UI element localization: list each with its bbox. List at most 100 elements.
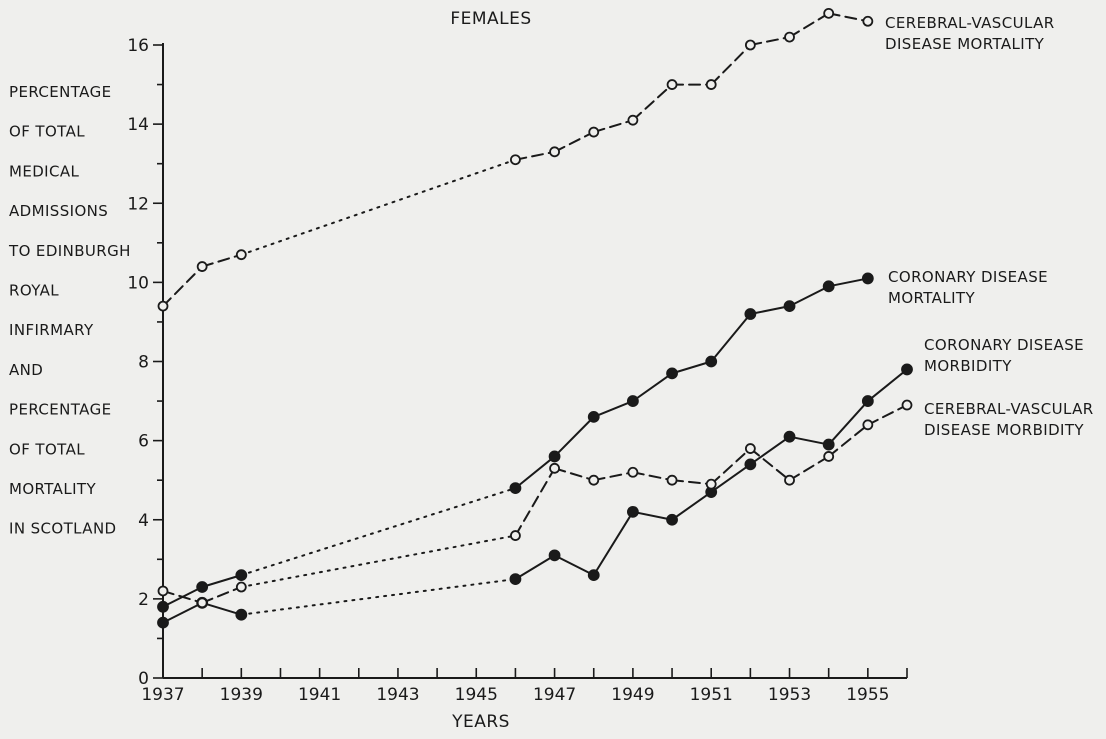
- series-line-segment: [514, 150, 556, 161]
- series-line-segment: [631, 471, 674, 482]
- data-point-open: [784, 31, 795, 43]
- series-line-segment: [827, 423, 869, 458]
- series-line-segment: [749, 36, 791, 46]
- series-line-segment: [788, 285, 830, 308]
- series-line-segment: [592, 471, 634, 482]
- series-line-segment: [514, 455, 556, 490]
- data-point-filled: [509, 482, 522, 495]
- y-tick-label: 14: [127, 115, 149, 135]
- data-point-open: [627, 114, 639, 126]
- series-line-segment: [749, 305, 791, 316]
- series-label: CEREBRAL-VASCULAR: [885, 14, 1055, 32]
- data-point-open: [705, 79, 717, 90]
- data-point-filled: [783, 300, 796, 313]
- series-line-segment: [631, 510, 674, 521]
- series-label: CORONARY DISEASE: [924, 336, 1084, 354]
- series-line-segment: [514, 554, 556, 581]
- y-tick-label: 8: [138, 353, 149, 373]
- y-tick-label: 0: [138, 669, 149, 689]
- series-line-segment: [240, 534, 517, 589]
- series-line-segment: [201, 601, 243, 616]
- data-point-filled: [548, 450, 561, 463]
- series-line-segment: [201, 574, 243, 589]
- series-layer: [157, 7, 913, 629]
- y-axis-label: PERCENTAGE OF TOTAL MEDICAL ADMISSIONS TO ED…: [8, 83, 131, 538]
- data-point-open: [588, 474, 600, 486]
- series-1: [157, 7, 874, 312]
- series-3: [157, 363, 913, 629]
- data-point-open: [549, 146, 560, 158]
- series-line-segment: [866, 404, 908, 426]
- data-point-filled: [509, 573, 522, 585]
- series-line-segment: [788, 455, 830, 482]
- y-axis-label-line: PERCENTAGE: [9, 401, 111, 419]
- series-line-segment: [671, 479, 713, 486]
- data-point-filled: [235, 569, 248, 582]
- x-tick-label: 1955: [846, 685, 889, 705]
- data-point-filled: [705, 355, 718, 368]
- data-point-open: [510, 154, 521, 166]
- data-point-filled: [822, 280, 835, 293]
- series-line-segment: [553, 415, 595, 458]
- data-point-open: [235, 249, 247, 261]
- series-line-segment: [710, 44, 752, 86]
- data-point-open: [901, 399, 913, 411]
- y-axis-label-line: MORTALITY: [9, 480, 96, 498]
- series-line-segment: [553, 131, 595, 153]
- y-tick-label: 10: [127, 273, 149, 293]
- x-tick-label: 1953: [768, 685, 811, 705]
- y-axis-label-line: TO EDINBURGH: [8, 242, 131, 260]
- series-2: [157, 272, 874, 613]
- series-line-segment: [162, 601, 204, 624]
- data-point-filled: [548, 549, 561, 562]
- y-axis-label-line: OF TOTAL: [9, 440, 85, 458]
- data-point-open: [157, 300, 169, 312]
- data-point-open: [823, 7, 835, 19]
- data-point-open: [823, 451, 835, 462]
- data-point-filled: [196, 581, 209, 593]
- data-point-filled: [783, 430, 796, 443]
- y-axis-label-line: ADMISSIONS: [9, 202, 108, 220]
- series-line-segment: [749, 447, 791, 482]
- series-4: [157, 399, 913, 609]
- series-label: CORONARY DISEASE: [888, 268, 1048, 286]
- y-axis-label-line: OF TOTAL: [9, 123, 85, 141]
- data-point-open: [666, 474, 678, 486]
- series-line-segment: [827, 277, 869, 288]
- data-point-filled: [744, 458, 757, 471]
- series-line-segment: [553, 467, 595, 482]
- series-label: DISEASE MORTALITY: [885, 35, 1045, 53]
- data-point-open: [784, 474, 795, 486]
- series-line-segment: [553, 554, 595, 577]
- x-tick-label: 1941: [298, 685, 341, 705]
- data-point-open: [588, 126, 600, 138]
- series-label: MORBIDITY: [924, 357, 1012, 375]
- series-line-segment: [201, 253, 243, 268]
- series-line-segment: [240, 578, 517, 616]
- series-line-segment: [162, 589, 204, 604]
- series-line-segment: [592, 400, 634, 418]
- data-point-filled: [587, 569, 600, 582]
- data-point-filled: [861, 395, 874, 407]
- series-line-segment: [240, 158, 517, 256]
- series-line-segment: [671, 360, 713, 375]
- data-point-filled: [626, 395, 639, 407]
- data-point-open: [196, 261, 208, 272]
- data-point-filled: [626, 505, 639, 518]
- data-point-filled: [901, 363, 913, 376]
- data-point-open: [744, 443, 756, 454]
- data-point-filled: [587, 410, 600, 423]
- series-line-segment: [710, 447, 752, 486]
- x-tick-label: 1947: [533, 685, 576, 705]
- y-axis-label-line: ROYAL: [9, 282, 59, 300]
- x-tick-label: 1937: [141, 685, 184, 705]
- x-axis-title: YEARS: [451, 712, 510, 732]
- data-point-open: [196, 597, 208, 609]
- data-point-filled: [822, 438, 835, 451]
- y-tick-label: 6: [138, 432, 149, 452]
- axes: 0 2 4 6 8 10 12 14 16 1937 1939 1941 1943 1945 1947 194…: [127, 36, 908, 705]
- y-tick-label: 16: [127, 36, 149, 56]
- series-line-segment: [749, 435, 791, 466]
- y-tick-label: 4: [138, 511, 149, 531]
- y-tick-label: 12: [127, 194, 149, 214]
